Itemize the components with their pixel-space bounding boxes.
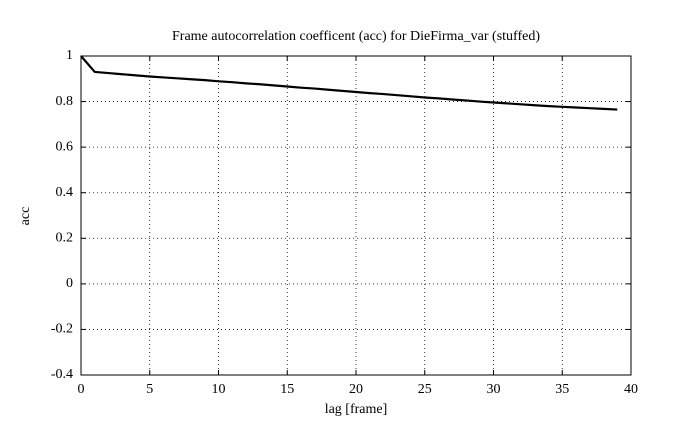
x-tick-label: 30 (487, 382, 501, 397)
x-tick-label: 10 (212, 382, 226, 397)
y-tick-label: -0.2 (51, 322, 73, 337)
chart-title: Frame autocorrelation coefficent (acc) f… (172, 29, 540, 44)
y-tick-label: 0 (66, 276, 73, 291)
y-axis-label: acc (18, 207, 33, 226)
x-tick-label: 15 (280, 382, 294, 397)
x-axis-label: lag [frame] (325, 402, 388, 417)
y-tick-label: 0.2 (56, 231, 74, 246)
x-tick-label: 25 (418, 382, 432, 397)
y-tick-label: 0.8 (56, 94, 74, 109)
y-tick-label: 0.4 (56, 185, 74, 200)
y-tick-label: 0.6 (56, 139, 74, 154)
data-line (80, 55, 618, 111)
x-tick-label: 20 (349, 382, 363, 397)
y-tick-label: -0.4 (51, 367, 73, 382)
x-tick-label: 5 (146, 382, 153, 397)
x-tick-label: 35 (555, 382, 569, 397)
x-tick-label: 40 (624, 382, 638, 397)
y-tick-label: 1 (66, 48, 73, 63)
plot-frame (80, 55, 632, 376)
x-tick-label: 0 (78, 382, 85, 397)
